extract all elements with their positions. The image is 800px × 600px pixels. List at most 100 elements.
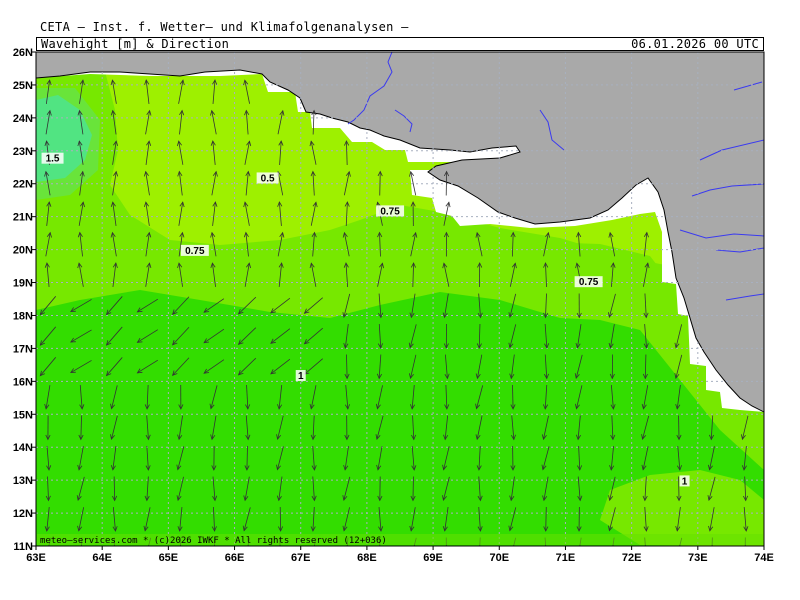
direction-arrow xyxy=(144,79,150,104)
direction-arrow xyxy=(270,328,291,344)
direction-arrow xyxy=(707,446,715,471)
direction-arrow xyxy=(143,507,151,532)
direction-arrow xyxy=(243,476,250,502)
direction-arrow xyxy=(707,476,716,501)
direction-arrow xyxy=(641,385,649,410)
direction-arrow xyxy=(177,415,183,441)
direction-arrow xyxy=(112,262,118,287)
direction-arrow xyxy=(343,262,349,287)
direction-arrow xyxy=(77,507,85,532)
direction-arrow xyxy=(342,507,350,532)
lat-tick-label: 12N xyxy=(13,508,33,520)
direction-arrow xyxy=(377,476,383,502)
direction-arrow xyxy=(70,360,92,374)
direction-arrow xyxy=(176,476,184,502)
direction-arrow xyxy=(709,415,715,441)
direction-arrow xyxy=(411,446,417,471)
direction-arrow xyxy=(409,293,416,319)
direction-arrow xyxy=(508,324,517,349)
direction-arrow xyxy=(110,231,117,257)
direction-arrow xyxy=(477,293,483,319)
direction-arrow xyxy=(177,262,183,287)
direction-arrow xyxy=(443,231,449,257)
direction-arrow xyxy=(541,415,549,441)
direction-arrow xyxy=(542,476,549,502)
direction-arrow xyxy=(145,231,152,257)
direction-arrow xyxy=(675,385,681,410)
direction-arrow xyxy=(442,507,449,532)
direction-arrow xyxy=(277,231,285,257)
direction-arrow xyxy=(45,415,51,441)
lat-tick-label: 21N xyxy=(13,212,33,224)
direction-arrow xyxy=(643,231,649,257)
direction-arrow xyxy=(477,507,483,532)
credit-band xyxy=(37,534,763,545)
direction-arrow xyxy=(112,507,118,532)
lat-lon-grid xyxy=(36,52,764,546)
direction-arrow xyxy=(171,296,190,315)
contour-label-bg xyxy=(679,475,690,487)
direction-arrow xyxy=(270,358,291,375)
direction-arrow xyxy=(112,140,119,165)
direction-arrow xyxy=(740,415,749,441)
direction-arrow xyxy=(110,415,118,441)
map-plot-area xyxy=(36,52,764,546)
direction-arrow xyxy=(508,507,517,532)
direction-arrow xyxy=(277,385,283,410)
direction-arrow xyxy=(577,445,583,471)
latitude-axis: 26N 25N 24N 23N 22N 21N 20N 19N 18N 17N 16N 15N 14N 1… xyxy=(13,47,36,553)
direction-arrow xyxy=(211,506,217,532)
direction-arrow xyxy=(277,201,283,226)
direction-arrow xyxy=(245,384,251,410)
direction-arrow xyxy=(543,506,549,532)
direction-arrow xyxy=(642,476,648,502)
direction-arrow xyxy=(46,446,52,471)
direction-arrow xyxy=(576,506,582,532)
direction-arrow xyxy=(237,296,257,315)
direction-arrow xyxy=(475,415,483,441)
title-bar: Wavehight [m] & Direction 06.01.2026 00 … xyxy=(36,37,764,51)
direction-arrow xyxy=(344,140,350,166)
direction-arrow xyxy=(543,231,551,257)
land-area xyxy=(36,52,764,413)
direction-arrow xyxy=(77,262,84,287)
lat-tick-label: 22N xyxy=(13,179,33,191)
direction-arrow xyxy=(676,476,682,502)
direction-arrow xyxy=(145,445,151,471)
direction-arrow xyxy=(676,446,682,471)
lon-tick-label: 63E xyxy=(26,552,46,564)
direction-arrow xyxy=(105,326,123,346)
direction-arrow xyxy=(110,446,117,471)
direction-arrow xyxy=(443,170,450,196)
lat-tick-label: 24N xyxy=(13,113,33,125)
direction-arrow xyxy=(344,201,350,227)
direction-arrow xyxy=(244,109,250,135)
direction-arrow xyxy=(410,262,416,288)
direction-arrow xyxy=(510,445,516,471)
direction-arrow xyxy=(105,296,123,316)
direction-arrow xyxy=(444,384,450,410)
institute-header: CETA — Inst. f. Wetter— und Klimafolgena… xyxy=(40,20,409,34)
direction-arrow xyxy=(79,385,85,410)
direction-arrow xyxy=(177,170,183,196)
direction-arrow xyxy=(178,79,185,104)
direction-arrow xyxy=(708,507,715,532)
direction-arrow xyxy=(276,446,284,471)
direction-arrow xyxy=(443,415,449,441)
direction-arrow xyxy=(642,354,648,380)
direction-arrow xyxy=(475,231,483,257)
direction-arrow xyxy=(276,415,284,441)
direction-arrow xyxy=(411,415,417,441)
direction-arrow xyxy=(674,324,683,349)
direction-arrow xyxy=(39,357,57,377)
direction-arrow xyxy=(443,201,451,226)
direction-arrow xyxy=(378,293,384,319)
direction-arrow xyxy=(79,170,85,196)
direction-arrow xyxy=(70,299,92,313)
direction-arrow xyxy=(237,327,257,345)
direction-arrow xyxy=(243,231,249,257)
direction-arrow xyxy=(171,326,190,346)
direction-arrow xyxy=(309,140,317,165)
map-title: Wavehight [m] & Direction xyxy=(41,37,230,51)
direction-arrow xyxy=(409,385,416,410)
